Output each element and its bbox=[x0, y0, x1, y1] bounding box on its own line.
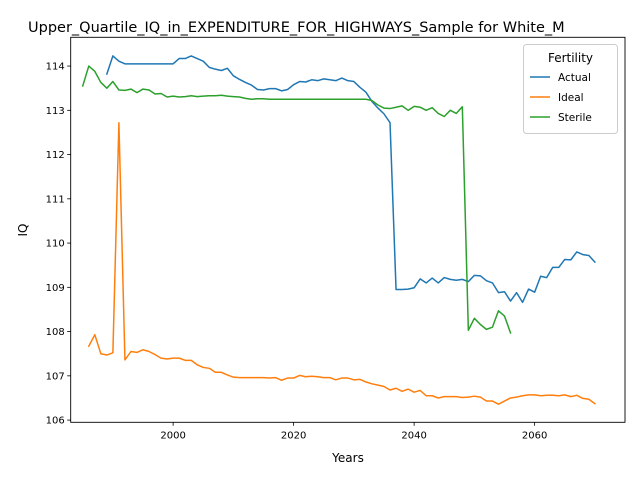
plot-layer bbox=[81, 55, 596, 405]
legend-box bbox=[523, 44, 618, 134]
x-tick-label: 2000 bbox=[160, 430, 185, 441]
x-tick-label: 2040 bbox=[401, 430, 426, 441]
y-tick-label: 112 bbox=[46, 150, 65, 161]
series-line-ideal bbox=[87, 121, 596, 405]
legend-title: Fertility bbox=[548, 51, 593, 65]
y-tick-label: 111 bbox=[46, 194, 65, 205]
y-tick-label: 110 bbox=[46, 239, 65, 250]
series-line-sterile bbox=[81, 65, 512, 334]
legend: Fertility Actual Ideal Sterile bbox=[523, 44, 618, 134]
axes-frame bbox=[70, 36, 626, 423]
x-tick-label: 2020 bbox=[281, 430, 306, 441]
x-axis-label: Years bbox=[331, 451, 364, 465]
y-tick-label: 107 bbox=[46, 371, 65, 382]
legend-label-actual: Actual bbox=[558, 72, 591, 84]
legend-label-sterile: Sterile bbox=[558, 112, 592, 124]
y-axis-label: IQ bbox=[16, 224, 30, 237]
y-tick-label: 114 bbox=[46, 62, 65, 73]
legend-label-ideal: Ideal bbox=[558, 92, 584, 104]
chart-title: Upper_Quartile_IQ_in_EXPENDITURE_FOR_HIG… bbox=[28, 20, 565, 36]
series-line-actual bbox=[105, 55, 596, 304]
y-tick-label: 109 bbox=[46, 283, 65, 294]
x-tick-label: 2060 bbox=[522, 430, 547, 441]
legend-entries: Actual Ideal Sterile bbox=[530, 72, 592, 124]
ticks-layer: 2000 2020 2040 2060 106 107 108 109 110 111 112 113… bbox=[46, 62, 548, 442]
y-tick-label: 113 bbox=[46, 106, 65, 117]
y-tick-label: 108 bbox=[46, 327, 65, 338]
y-tick-label: 106 bbox=[46, 416, 65, 427]
